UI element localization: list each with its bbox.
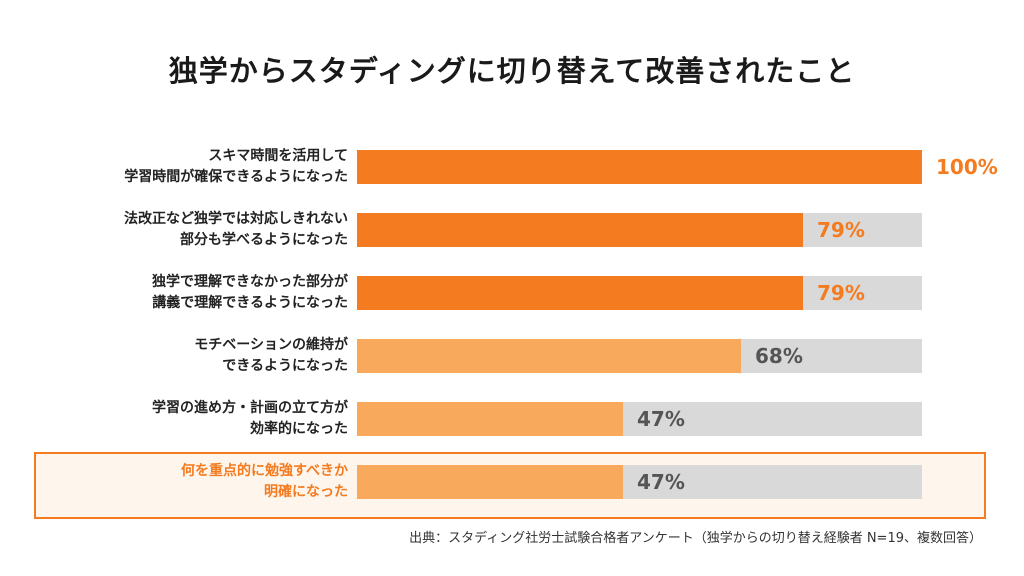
- category-label-line: できるようになった: [222, 358, 348, 374]
- category-label-line: 独学で理解できなかった部分が: [152, 274, 348, 290]
- category-label: 学習の進め方・計画の立て方が効率的になった: [152, 398, 348, 440]
- value-label: 79%: [817, 218, 865, 242]
- category-label-line: 部分も学べるようになった: [180, 232, 348, 248]
- bar: [357, 276, 803, 310]
- bar-row: スキマ時間を活用して学習時間が確保できるようになった 100%: [0, 148, 1024, 185]
- bar-row: 何を重点的に勉強すべきか明確になった 47%: [0, 463, 1024, 500]
- value-label: 47%: [637, 470, 685, 494]
- bar: [357, 213, 803, 247]
- category-label-line: 法改正など独学では対応しきれない: [124, 211, 348, 227]
- category-label-line: 講義で理解できるようになった: [152, 295, 348, 311]
- bar: [357, 465, 623, 499]
- category-label-line: 明確になった: [264, 484, 348, 500]
- category-label: 何を重点的に勉強すべきか明確になった: [181, 461, 348, 503]
- value-label: 100%: [936, 155, 998, 179]
- bar-row: モチベーションの維持ができるようになった 68%: [0, 337, 1024, 374]
- category-label-line: 学習時間が確保できるようになった: [124, 169, 348, 185]
- chart-title: 独学からスタディングに切り替えて改善されたこと: [168, 54, 856, 88]
- source-note: 出典：スタディング社労士試験合格者アンケート（独学からの切り替え経験者 N=19…: [409, 531, 982, 546]
- bar: [357, 402, 623, 436]
- bar-row: 法改正など独学では対応しきれない部分も学べるようになった 79%: [0, 211, 1024, 248]
- category-label: スキマ時間を活用して学習時間が確保できるようになった: [124, 146, 348, 188]
- bar-row: 独学で理解できなかった部分が 講義で理解できるようになった 79%: [0, 274, 1024, 311]
- value-label: 47%: [637, 407, 685, 431]
- bar: [357, 150, 922, 184]
- bar: [357, 339, 741, 373]
- category-label-line: 何を重点的に勉強すべきか: [180, 463, 348, 479]
- category-label-line: 効率的になった: [250, 421, 348, 437]
- category-label-line: 学習の進め方・計画の立て方が: [152, 400, 348, 416]
- category-label-line: モチベーションの維持が: [194, 337, 348, 353]
- value-label: 68%: [755, 344, 803, 368]
- category-label: 独学で理解できなかった部分が 講義で理解できるようになった: [152, 272, 348, 314]
- category-label-line: スキマ時間を活用して: [208, 148, 348, 164]
- category-label: 法改正など独学では対応しきれない部分も学べるようになった: [124, 209, 348, 251]
- value-label: 79%: [817, 281, 865, 305]
- category-label: モチベーションの維持ができるようになった: [194, 335, 348, 377]
- bar-row: 学習の進め方・計画の立て方が効率的になった 47%: [0, 400, 1024, 437]
